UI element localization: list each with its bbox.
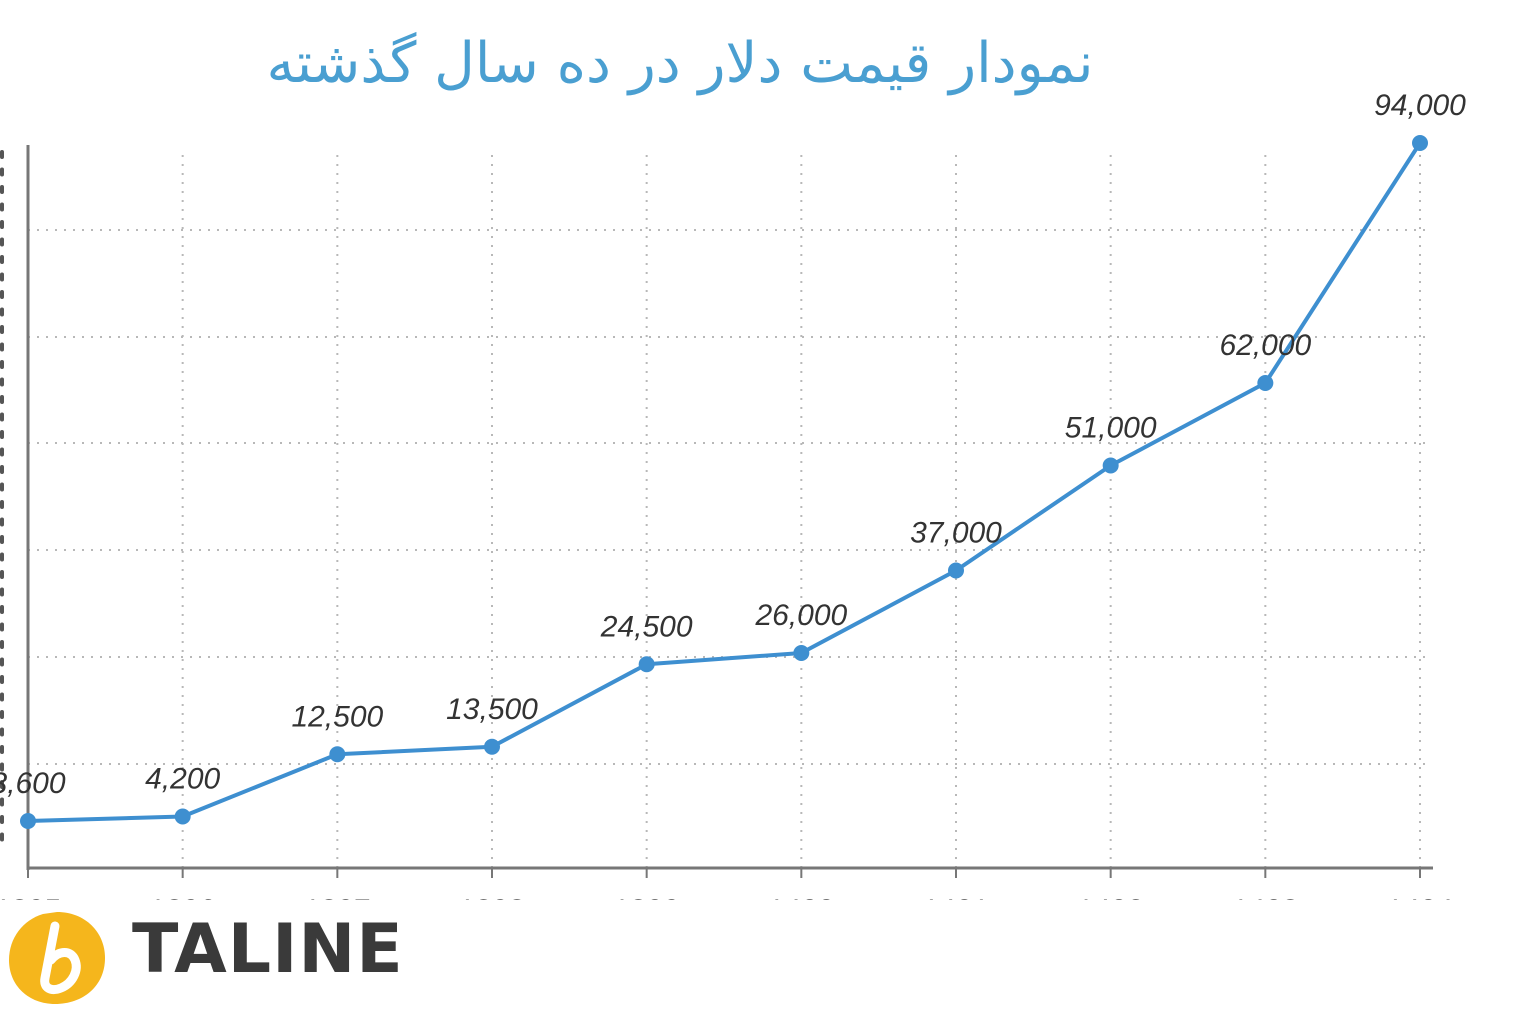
x-tick-label: 1404 xyxy=(1387,894,1454,900)
x-tick-label: 1401 xyxy=(923,894,990,900)
y-axis-edge-mark xyxy=(0,500,4,509)
data-label: 3,600 xyxy=(0,767,66,800)
y-axis-edge-mark xyxy=(0,640,4,649)
data-label: 12,500 xyxy=(291,700,383,733)
y-axis-edge-mark xyxy=(0,605,4,614)
y-axis-edge-mark xyxy=(0,570,4,579)
data-point xyxy=(20,813,36,829)
y-axis-edge-mark xyxy=(0,150,4,159)
grid xyxy=(28,155,1425,868)
y-axis-edge-mark xyxy=(0,272,4,282)
y-axis-edge-mark xyxy=(0,290,4,299)
data-label: 37,000 xyxy=(910,517,1002,550)
y-axis-edge-mark xyxy=(0,797,4,807)
y-axis-edge-mark xyxy=(0,815,4,824)
data-label: 24,500 xyxy=(600,610,693,643)
y-axis-edge-mark xyxy=(0,307,4,317)
y-axis-edge-mark xyxy=(0,675,4,684)
y-axis-edge-mark xyxy=(0,220,4,229)
data-label: 62,000 xyxy=(1219,329,1311,362)
x-tick-label: 1396 xyxy=(149,894,216,900)
y-axis-edge-mark xyxy=(0,762,4,772)
line-chart: 1395 1396 1397 1398 1399 1400 1401 1402 1403 1404… xyxy=(0,89,1466,900)
y-axis-edge-mark xyxy=(0,622,4,632)
y-axis-edge-mark xyxy=(0,745,4,754)
y-axis-edge-mark xyxy=(0,552,4,562)
y-axis-edge-mark xyxy=(0,517,4,527)
y-axis-edge-mark xyxy=(0,430,4,439)
series xyxy=(20,135,1428,829)
x-tick-label: 1403 xyxy=(1232,894,1299,900)
data-label: 51,000 xyxy=(1065,412,1157,445)
data-label: 13,500 xyxy=(446,693,538,726)
y-axis-edge-mark xyxy=(0,447,4,457)
y-axis-edge-mark xyxy=(0,832,4,842)
data-label: 94,000 xyxy=(1374,89,1466,122)
y-axis-edge-mark xyxy=(0,255,4,264)
y-axis-edge-mark xyxy=(0,412,4,422)
data-point xyxy=(793,645,810,661)
data-point xyxy=(638,656,655,673)
y-axis-edge-mark xyxy=(0,360,4,369)
data-label: 4,200 xyxy=(145,763,220,796)
y-axis-edge-mark xyxy=(0,535,4,544)
data-label: 26,000 xyxy=(754,599,847,632)
data-point xyxy=(1102,457,1119,474)
y-axis-edge-mark xyxy=(0,325,4,334)
data-point xyxy=(1412,135,1428,151)
labels: 3,600 4,200 12,500 13,500 24,500 26,000 37,000… xyxy=(0,89,1466,800)
axes: 1395 1396 1397 1398 1399 1400 1401 1402 1403 1404 xyxy=(0,145,1453,900)
y-axis-edge-mark xyxy=(0,780,4,789)
y-axis-edge-mark xyxy=(0,237,4,247)
series-line xyxy=(27,141,1422,823)
data-point xyxy=(329,746,346,763)
b-logo-icon xyxy=(9,912,105,1004)
data-point xyxy=(1257,375,1274,391)
y-axis-edge-mark xyxy=(0,692,4,702)
y-axis-edge-mark xyxy=(0,657,4,667)
y-axis-edge-mark xyxy=(0,377,4,387)
y-axis-edge-mark xyxy=(0,167,4,177)
data-point xyxy=(948,562,964,579)
y-axis-edge-mark xyxy=(0,342,4,352)
y-axis-edge-mark xyxy=(0,587,4,597)
chart-title: نمودار قیمت دلار در ده سال گذشته xyxy=(266,31,1094,96)
logo-text: TALINE xyxy=(132,910,404,989)
y-axis-edge-mark xyxy=(0,202,4,212)
y-axis-edge-mark xyxy=(0,710,4,719)
x-tick-label: 1399 xyxy=(613,894,680,900)
x-tick-label: 1398 xyxy=(459,894,526,900)
x-tick-label: 1397 xyxy=(304,894,371,900)
x-tick-label: 1402 xyxy=(1077,894,1144,900)
x-tick-label: 1400 xyxy=(768,894,835,900)
y-axis-edge-mark xyxy=(0,395,4,404)
y-axis-edge-mark xyxy=(0,465,4,474)
data-point xyxy=(174,808,191,825)
y-axis-edge-mark xyxy=(0,482,4,492)
x-tick-label: 1395 xyxy=(0,894,61,900)
taline-logo: TALINE xyxy=(0,900,430,1010)
y-axis-edge-mark xyxy=(0,727,4,737)
data-point xyxy=(484,738,500,755)
y-axis-edge-mark xyxy=(0,185,4,194)
